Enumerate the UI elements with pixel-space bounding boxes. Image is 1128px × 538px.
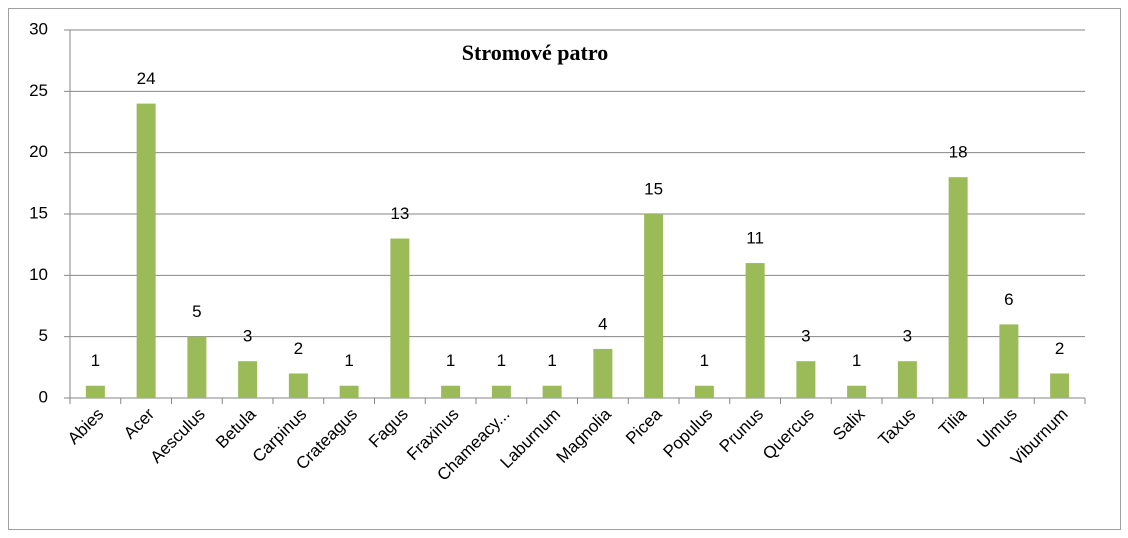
value-label: 4 [598, 314, 607, 333]
y-tick-label: 30 [29, 19, 48, 38]
bar [491, 385, 511, 398]
y-tick-label: 25 [29, 81, 48, 100]
value-label: 13 [390, 204, 409, 223]
bar [948, 177, 968, 398]
bar [593, 348, 613, 398]
value-label: 18 [949, 143, 968, 162]
value-label: 1 [446, 351, 455, 370]
value-label: 3 [903, 327, 912, 346]
y-tick-label: 20 [29, 142, 48, 161]
chart-border [8, 8, 1121, 530]
bar [288, 373, 308, 398]
bar [136, 103, 156, 398]
bar [745, 263, 765, 398]
bar [542, 385, 562, 398]
bar [441, 385, 461, 398]
y-tick-label: 15 [29, 203, 48, 222]
bar [796, 361, 816, 398]
bar [847, 385, 867, 398]
value-label: 2 [1055, 339, 1064, 358]
y-tick-label: 5 [39, 326, 48, 345]
value-label: 5 [192, 302, 201, 321]
bar [187, 336, 207, 398]
value-label: 1 [700, 351, 709, 370]
value-label: 1 [547, 351, 556, 370]
bar [339, 385, 359, 398]
bar [1050, 373, 1070, 398]
bar [897, 361, 917, 398]
value-label: 6 [1004, 290, 1013, 309]
value-label: 1 [91, 351, 100, 370]
value-label: 1 [344, 351, 353, 370]
y-tick-label: 0 [39, 387, 48, 406]
value-label: 1 [497, 351, 506, 370]
value-label: 15 [644, 179, 663, 198]
value-label: 24 [137, 69, 156, 88]
bar [85, 385, 105, 398]
bar [694, 385, 714, 398]
value-label: 11 [746, 229, 764, 248]
bar [390, 238, 410, 398]
bar [238, 361, 258, 398]
value-label: 3 [243, 327, 252, 346]
value-label: 1 [852, 351, 861, 370]
chart-title: Stromové patro [462, 40, 608, 65]
value-label: 3 [801, 327, 810, 346]
bar [999, 324, 1019, 398]
value-label: 2 [294, 339, 303, 358]
bar [644, 214, 664, 398]
y-tick-label: 10 [29, 265, 48, 284]
